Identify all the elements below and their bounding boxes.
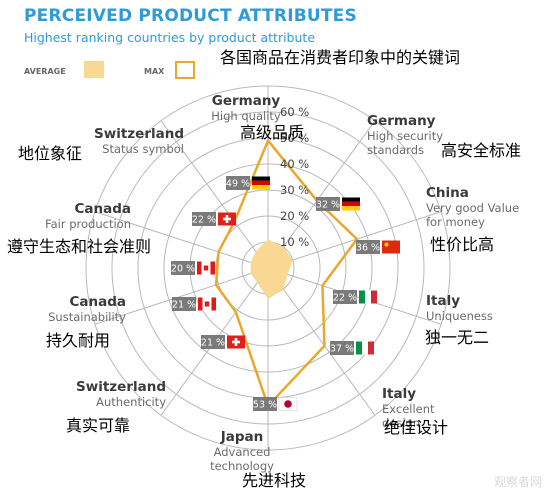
axis-country-label: Germany (212, 93, 281, 109)
axis-attribute-label: Very good Value for money (426, 201, 519, 229)
axis-attribute-label: Advanced technology (210, 445, 274, 473)
radial-tick-label: 60 % (280, 105, 309, 119)
axis-country-label: Italy (382, 386, 416, 402)
value-badge-label: 32 % (316, 200, 340, 211)
average-area (250, 239, 293, 300)
value-badge (192, 212, 216, 226)
flag-icon-germany (342, 197, 360, 211)
axis-attribute-label: High security standards (367, 129, 443, 157)
grid-spoke (94, 267, 269, 325)
value-badge (253, 397, 277, 411)
grid-spoke (267, 120, 376, 269)
chinese-annotation: 独一无二 (425, 328, 489, 347)
radial-tick-label: 50 % (280, 131, 309, 145)
value-badge-label: 36 % (356, 243, 380, 254)
chinese-annotation: 真实可靠 (66, 416, 130, 435)
flag-icon-germany (252, 176, 270, 190)
chinese-annotation: 遵守生态和社会准则 (7, 237, 151, 256)
axis-country-label: China (426, 185, 469, 201)
radial-tick-label: 40 % (280, 157, 309, 171)
value-badge-label: 53 % (253, 400, 277, 411)
value-badge-label: 21 % (172, 300, 196, 311)
radial-tick-label: 30 % (280, 183, 309, 197)
legend-average-swatch (84, 61, 104, 78)
value-badge-label: 22 % (333, 293, 357, 304)
chinese-title: 各国商品在消费者印象中的关键词 (220, 48, 461, 67)
axis-country-label: Germany (367, 113, 436, 129)
flag-icon-italy (356, 341, 374, 355)
chinese-annotation: 高安全标准 (441, 141, 521, 160)
value-badge (201, 335, 225, 349)
flag-icon-switzerland (218, 212, 236, 226)
radial-tick-label: 20 % (280, 209, 309, 223)
value-badge-label: 22 % (192, 215, 216, 226)
flag-icon-canada (198, 297, 216, 311)
value-badge-label: 37 % (330, 344, 354, 355)
axis-country-label: Italy (426, 293, 460, 309)
flag-icon-italy (359, 290, 377, 304)
axis-attribute-label: Fair production (45, 217, 131, 231)
axis-attribute-label: Sustainability (48, 310, 126, 324)
chart-subtitle: Highest ranking countries by product att… (24, 30, 316, 45)
value-badge (333, 290, 357, 304)
value-badge (316, 197, 340, 211)
flag-icon-japan (278, 397, 298, 411)
grid-spoke (267, 267, 376, 416)
flag-icon-china (382, 240, 400, 254)
flag-icon-switzerland (227, 335, 245, 349)
value-badge-label: 20 % (171, 264, 195, 275)
value-badge (356, 240, 380, 254)
axis-attribute-label: Authenticity (96, 395, 166, 409)
watermark: 观察者网 (493, 475, 542, 489)
axis-country-label: Japan (220, 429, 264, 445)
value-badge (171, 261, 195, 275)
legend-max-swatch (175, 61, 195, 79)
axis-country-label: Canada (74, 201, 131, 217)
grid-spoke (267, 211, 442, 269)
axis-country-label: Canada (69, 294, 126, 310)
chinese-annotation: 地位象征 (18, 144, 82, 163)
grid-spoke (94, 211, 269, 269)
chinese-annotation: 绝佳设计 (384, 418, 448, 437)
value-badge-label: 21 % (201, 338, 225, 349)
axis-attribute-label: Excellent design (382, 402, 435, 430)
value-badge (330, 341, 354, 355)
chinese-annotation: 性价比高 (430, 235, 494, 254)
value-badge (172, 297, 196, 311)
chart-title: PERCEIVED PRODUCT ATTRIBUTES (24, 6, 357, 26)
legend-max-label: MAX (144, 67, 165, 76)
value-badge (226, 176, 250, 190)
flag-icon-canada (197, 261, 215, 275)
chinese-annotation: 先进科技 (242, 471, 306, 490)
axis-attribute-label: Uniqueness (426, 309, 493, 323)
axis-country-label: Switzerland (76, 379, 166, 395)
axis-country-label: Switzerland (94, 126, 184, 142)
value-badge-label: 49 % (226, 179, 250, 190)
grid-spoke (160, 120, 269, 269)
axis-attribute-label: Status symbol (102, 142, 184, 156)
radial-tick-label: 10 % (280, 235, 309, 249)
chinese-annotation: 持久耐用 (46, 331, 110, 350)
axis-attribute-label: High quality (211, 109, 281, 123)
legend-average-label: AVERAGE (24, 67, 66, 76)
chinese-annotation: 高级品质 (240, 123, 304, 142)
